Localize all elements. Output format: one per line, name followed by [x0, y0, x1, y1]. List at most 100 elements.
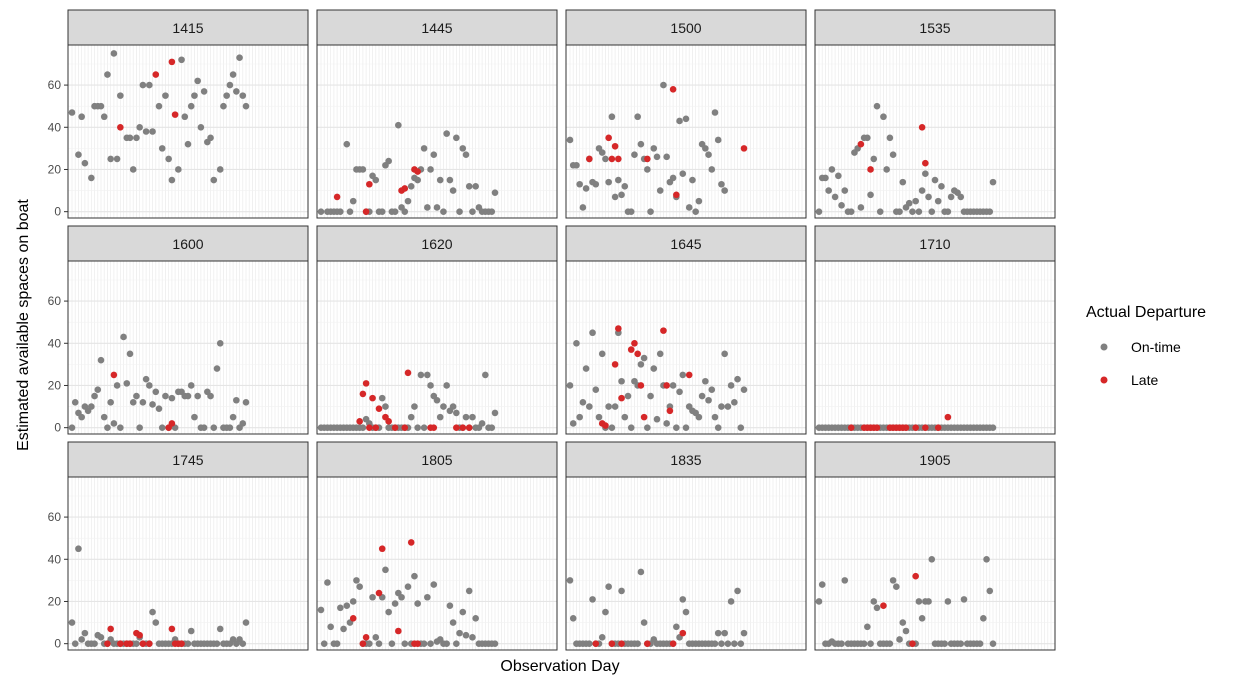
point-on-time [734, 587, 741, 595]
point-on-time [889, 577, 897, 584]
point-on-time [78, 413, 85, 421]
legend-key-on-time [1100, 343, 1108, 351]
point-on-time [97, 356, 105, 364]
point-late [608, 640, 616, 647]
point-on-time [711, 413, 719, 421]
point-on-time [650, 145, 658, 152]
point-on-time [411, 403, 418, 410]
point-on-time [815, 208, 823, 215]
point-late [685, 371, 693, 379]
point-on-time [155, 102, 163, 110]
point-on-time [443, 130, 450, 137]
point-on-time [91, 640, 98, 647]
point-on-time [81, 159, 89, 167]
point-on-time [611, 193, 619, 201]
point-on-time [382, 566, 389, 574]
point-on-time [886, 134, 894, 142]
point-on-time [573, 339, 580, 347]
point-on-time [682, 424, 690, 431]
y-tick-label: 60 [48, 78, 62, 92]
point-on-time [187, 382, 195, 389]
point-late [168, 420, 176, 427]
point-on-time [627, 424, 635, 431]
point-on-time [469, 208, 476, 215]
point-on-time [427, 166, 434, 173]
point-on-time [976, 640, 984, 647]
y-axis-title: Estimated available spaces on boat [15, 199, 32, 451]
point-on-time [482, 371, 489, 379]
point-on-time [359, 166, 367, 173]
point-on-time [685, 204, 693, 211]
point-on-time [359, 424, 367, 431]
point-late [611, 142, 619, 150]
point-on-time [113, 382, 121, 389]
point-on-time [702, 145, 709, 152]
point-on-time [242, 399, 250, 406]
point-on-time [337, 604, 344, 612]
point-on-time [731, 399, 738, 406]
point-late [627, 346, 635, 353]
legend-key-late [1100, 376, 1108, 384]
point-late [847, 424, 855, 431]
point-late [356, 418, 363, 425]
point-on-time [136, 424, 143, 431]
y-tick-label: 60 [48, 510, 62, 524]
point-on-time [867, 640, 874, 647]
point-late [146, 640, 153, 647]
point-on-time [139, 81, 147, 89]
point-on-time [637, 568, 645, 576]
point-on-time [928, 555, 936, 563]
point-on-time [346, 208, 354, 215]
point-on-time [469, 413, 476, 421]
point-on-time [207, 392, 214, 400]
point-on-time [420, 640, 428, 647]
y-tick-label: 20 [48, 378, 62, 392]
point-on-time [149, 401, 156, 408]
point-on-time [113, 155, 121, 163]
point-on-time [424, 371, 431, 379]
legend: Actual Departure On-time Late [1086, 304, 1206, 388]
point-on-time [705, 396, 712, 404]
point-late [401, 424, 409, 431]
point-late [880, 602, 887, 609]
point-on-time [608, 113, 616, 121]
point-late [139, 640, 147, 647]
point-on-time [388, 640, 396, 647]
point-on-time [239, 92, 247, 99]
facet-strip [565, 9, 807, 46]
point-on-time [595, 413, 603, 421]
point-on-time [669, 174, 677, 182]
facet-strip [316, 225, 558, 262]
point-late [934, 424, 942, 431]
point-on-time [226, 424, 234, 431]
point-on-time [456, 629, 463, 637]
facet-panel-1445: 1445 [316, 9, 558, 219]
point-late [740, 145, 748, 152]
point-on-time [727, 382, 735, 389]
point-late [679, 629, 687, 637]
point-on-time [472, 615, 479, 622]
facet-strip [565, 225, 807, 262]
point-on-time [692, 208, 699, 215]
point-on-time [928, 208, 936, 215]
point-on-time [236, 54, 243, 61]
point-late [873, 424, 881, 431]
point-on-time [107, 399, 114, 406]
point-on-time [925, 193, 932, 201]
point-on-time [818, 581, 826, 588]
point-on-time [440, 403, 447, 410]
point-late [362, 380, 370, 387]
point-on-time [721, 187, 728, 194]
point-on-time [436, 176, 444, 184]
point-on-time [893, 583, 900, 591]
point-on-time [586, 403, 593, 410]
point-on-time [589, 596, 596, 603]
point-on-time [653, 153, 661, 161]
point-on-time [146, 81, 153, 89]
point-on-time [88, 403, 95, 410]
point-on-time [905, 199, 913, 207]
point-on-time [191, 413, 198, 421]
point-on-time [828, 166, 836, 173]
point-on-time [333, 640, 341, 647]
point-late [909, 640, 916, 647]
